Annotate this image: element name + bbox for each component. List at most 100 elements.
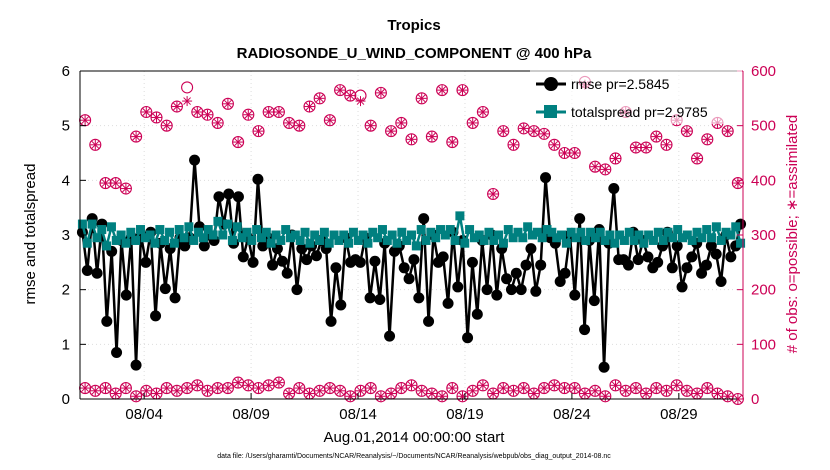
totalspread-point: [678, 233, 688, 243]
rmse-point: [705, 240, 717, 252]
obs-low-assimilated-point: [141, 385, 152, 396]
rmse-line: [81, 160, 742, 368]
rmse-point: [330, 262, 342, 274]
obs-assimilated-point: [324, 115, 335, 126]
obs-low-assimilated-point: [651, 383, 662, 394]
obs-possible-point: [160, 119, 173, 132]
totalspread-point: [421, 235, 431, 245]
totalspread-point: [121, 238, 131, 248]
obs-low-assimilated-point: [202, 385, 213, 396]
y-axis-label: rmse and totalspread: [22, 164, 39, 305]
obs-assimilated-point: [498, 126, 509, 137]
totalspread-point: [368, 227, 378, 237]
obs-possible-point: [334, 84, 347, 97]
legend-rmse-marker: [544, 77, 558, 91]
obs-low-assimilated-point: [702, 383, 713, 394]
totalspread-point: [532, 227, 542, 237]
obs-low-assimilated-point: [528, 388, 539, 399]
obs-assimilated-point: [467, 117, 478, 128]
totalspread-point: [174, 225, 184, 235]
obs-low-assimilated-point: [304, 388, 315, 399]
obs-low-assimilated-point: [375, 391, 386, 402]
totalspread-point: [242, 227, 252, 237]
rmse-point: [418, 213, 430, 225]
totalspread-point: [629, 235, 639, 245]
totalspread-point: [392, 238, 402, 248]
rmse-point: [140, 256, 152, 268]
rmse-point: [335, 299, 347, 311]
totalspread-point: [319, 227, 329, 237]
obs-low-assimilated-point: [437, 391, 448, 402]
y-right-tick-label: 300: [751, 227, 776, 244]
totalspread-point: [310, 230, 320, 240]
obs-possible-point: [609, 152, 622, 165]
obs-low-possible-point: [344, 390, 357, 403]
obs-low-possible-point: [660, 384, 673, 397]
totalspread-point: [407, 230, 416, 240]
obs-possible-point: [385, 125, 398, 138]
totalspread-point: [305, 238, 315, 248]
obs-low-assimilated-point: [406, 380, 417, 391]
obs-assimilated-point: [569, 148, 580, 158]
totalspread-point: [358, 230, 368, 240]
x-tick-label: 08/19: [446, 406, 484, 423]
obs-assimilated-point: [508, 139, 519, 150]
totalspread-point: [256, 233, 266, 243]
obs-low-assimilated-point: [294, 383, 305, 394]
obs-low-assimilated-point: [590, 385, 601, 396]
totalspread-point: [460, 238, 470, 248]
obs-assimilated-point: [304, 101, 315, 112]
rmse-point: [179, 240, 191, 252]
legend-spread-marker: [544, 105, 557, 118]
totalspread-point: [261, 227, 271, 237]
obs-assimilated-point: [457, 85, 468, 96]
rmse-point: [91, 267, 103, 279]
totalspread-point: [373, 233, 383, 243]
totalspread-point: [111, 235, 121, 245]
totalspread-point: [619, 235, 629, 245]
rmse-point: [710, 248, 722, 260]
obs-assimilated-point: [161, 120, 172, 131]
y-right-tick-label: 400: [751, 172, 776, 189]
rmse-point: [515, 284, 527, 296]
rmse-point: [437, 251, 449, 263]
obs-assimilated-point: [722, 126, 733, 137]
y-right-tick-label: 600: [751, 63, 776, 80]
rmse-point: [364, 292, 376, 304]
legend-box: [530, 68, 742, 124]
totalspread-point: [179, 233, 189, 243]
rmse-point: [213, 191, 225, 203]
totalspread-point: [281, 225, 291, 235]
obs-assimilated-point: [222, 98, 233, 109]
obs-assimilated-point: [437, 85, 448, 96]
obs-possible-point: [252, 125, 265, 138]
totalspread-point: [697, 233, 707, 243]
y-tick-label: 0: [62, 391, 70, 408]
obs-assimilated-point: [100, 178, 111, 189]
totalspread-point: [518, 233, 528, 243]
obs-low-assimilated-point: [273, 377, 284, 388]
totalspread-point: [595, 227, 605, 237]
rmse-point: [325, 315, 337, 327]
totalspread-point: [523, 222, 533, 232]
obs-assimilated-point: [273, 107, 284, 117]
totalspread-point: [169, 238, 179, 248]
rmse-point: [120, 289, 132, 301]
totalspread-point: [286, 233, 296, 243]
y-right-tick-label: 500: [751, 118, 776, 135]
totalspread-point: [702, 225, 712, 235]
rmse-point: [471, 308, 483, 320]
totalspread-point: [131, 235, 141, 245]
totalspread-point: [624, 227, 634, 237]
rmse-point: [276, 255, 288, 267]
totalspread-point: [329, 230, 339, 240]
data-file-footnote: data file: /Users/gharamti/Documents/NCA…: [217, 453, 611, 460]
obs-low-possible-point: [476, 379, 489, 392]
x-tick-label: 08/24: [553, 406, 591, 423]
rmse-point: [150, 310, 162, 322]
y-right-tick-label: 0: [751, 391, 759, 408]
rmse-point: [501, 273, 513, 285]
obs-low-possible-point: [130, 390, 143, 403]
totalspread-point: [77, 219, 87, 229]
